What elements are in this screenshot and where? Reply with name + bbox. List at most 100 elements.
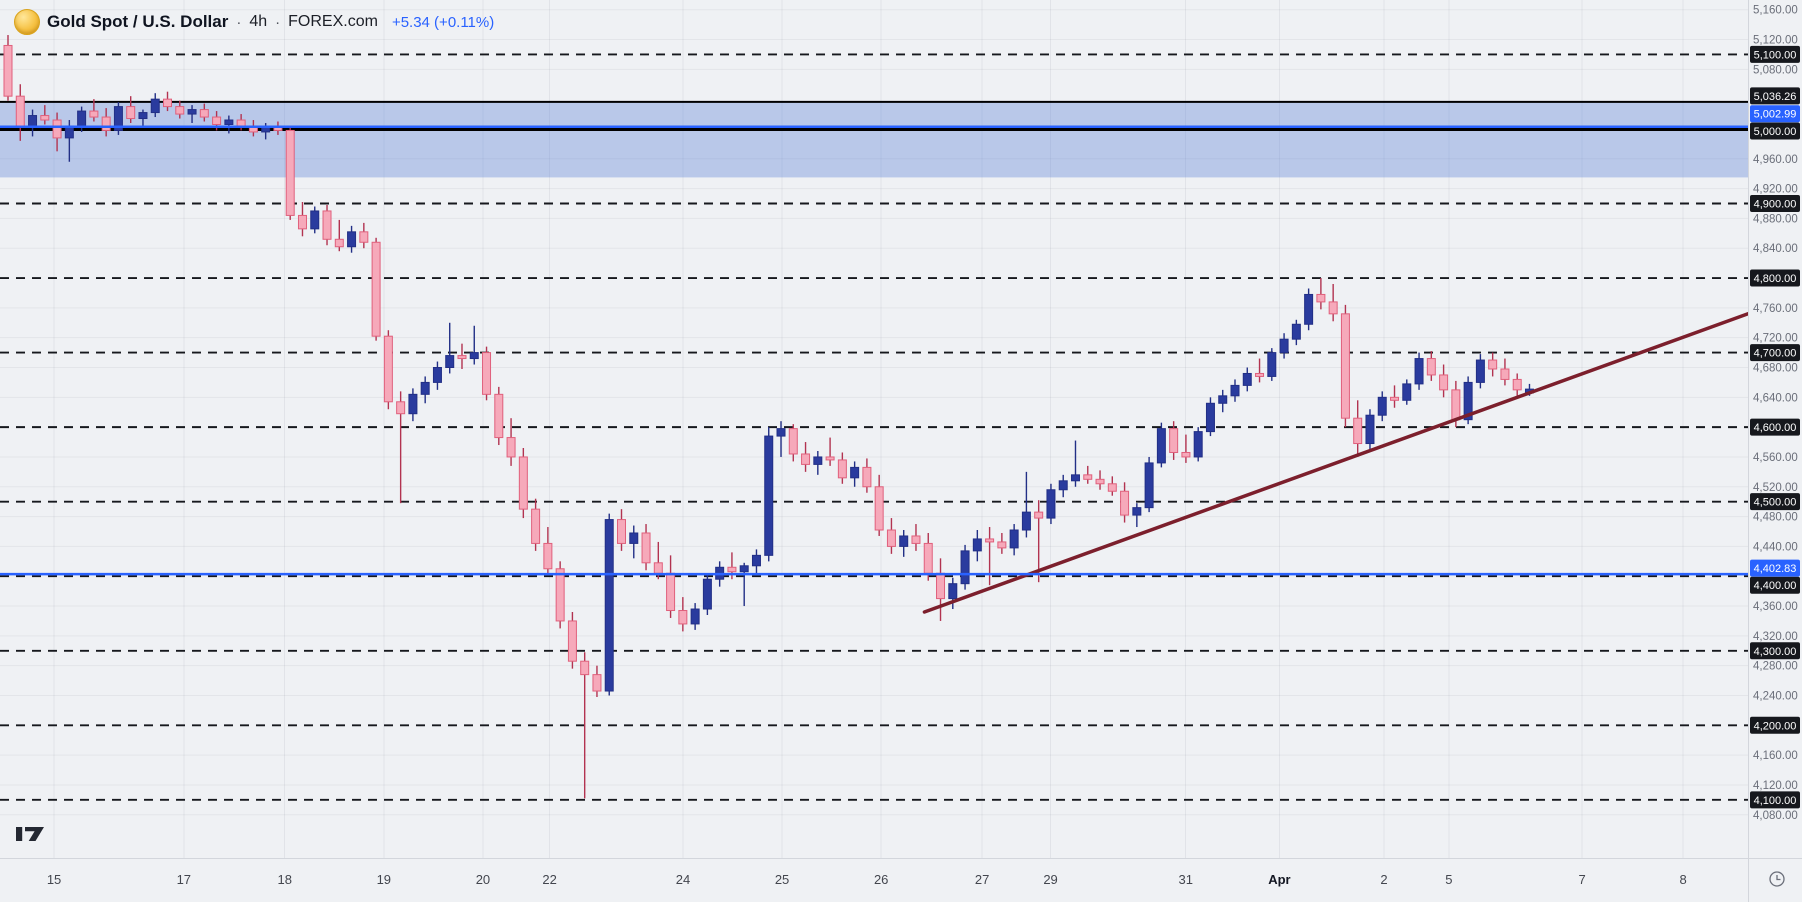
candle (1426, 358, 1436, 376)
candle (285, 129, 295, 216)
candle (383, 335, 393, 403)
candle (1500, 368, 1510, 380)
candle (936, 572, 946, 600)
candle (739, 565, 749, 573)
price-label-chip (1750, 791, 1800, 809)
candle (788, 428, 798, 455)
price-label-text: 4,402.83 (1754, 563, 1797, 575)
candle (1021, 511, 1031, 531)
time-axis-background[interactable] (0, 858, 1748, 902)
candle (911, 535, 921, 544)
timezone-clock-icon[interactable] (1769, 871, 1785, 887)
candle (212, 116, 222, 125)
price-label-chip (1750, 87, 1800, 105)
candle (396, 401, 406, 415)
candle (997, 541, 1007, 549)
price-label-chip (1750, 576, 1800, 594)
trendline[interactable] (922, 308, 1760, 614)
candle (1107, 483, 1117, 492)
candle (862, 466, 872, 488)
candle (972, 538, 982, 552)
candle (629, 532, 639, 544)
candle (163, 98, 173, 108)
candle (1390, 396, 1400, 401)
price-change: +5.34 (+0.11%) (391, 13, 495, 31)
time-tick-label: 25 (775, 872, 789, 887)
candle (1475, 359, 1485, 383)
candle (371, 241, 381, 337)
candle (1279, 338, 1289, 354)
candle (3, 44, 13, 97)
price-tick-label: 4,480.00 (1753, 512, 1798, 524)
candle (482, 352, 492, 395)
interval-label[interactable]: 4h (249, 13, 268, 30)
symbol-title[interactable]: Gold Spot / U.S. Dollar (47, 12, 229, 31)
candle (1083, 474, 1093, 480)
candle (1156, 428, 1166, 464)
price-tick-label: 4,720.00 (1753, 333, 1798, 345)
price-label-text: 4,500.00 (1754, 497, 1797, 509)
candle (678, 610, 688, 625)
candle (1046, 489, 1056, 519)
candle (138, 112, 148, 120)
price-label-chip (1750, 122, 1800, 140)
candle (297, 214, 307, 230)
candle (1218, 395, 1228, 404)
time-tick-label: 22 (542, 872, 556, 887)
candle (567, 620, 577, 662)
candle (506, 437, 516, 458)
candle (1340, 313, 1350, 419)
price-tick-label: 4,280.00 (1753, 661, 1798, 673)
candle (1328, 301, 1338, 315)
candle (187, 109, 197, 115)
candle (1132, 507, 1142, 516)
candle (1451, 389, 1461, 421)
candle (52, 119, 62, 139)
candle (126, 106, 136, 120)
time-tick-label: 26 (874, 872, 888, 887)
candle (334, 238, 344, 248)
candle (1291, 323, 1301, 340)
price-tick-label: 4,240.00 (1753, 690, 1798, 702)
price-tick-label: 4,960.00 (1753, 154, 1798, 166)
candle (960, 550, 970, 585)
candle (1230, 384, 1240, 397)
price-tick-label: 4,840.00 (1753, 243, 1798, 255)
price-label-text: 4,600.00 (1754, 422, 1797, 434)
time-tick-label: 15 (47, 872, 61, 887)
price-tick-label: 4,560.00 (1753, 452, 1798, 464)
tradingview-logo[interactable] (16, 824, 46, 849)
price-label-chip (1750, 105, 1800, 123)
candle (948, 583, 958, 600)
candle (801, 453, 811, 465)
price-label-chip (1750, 45, 1800, 63)
time-tick-label: 7 (1579, 872, 1586, 887)
price-label-text: 4,100.00 (1754, 795, 1797, 807)
candle (236, 119, 246, 127)
candle (764, 435, 774, 556)
time-tick-label: 2 (1380, 872, 1387, 887)
candle (347, 231, 357, 248)
price-tick-label: 5,080.00 (1753, 64, 1798, 76)
price-label-chip (1750, 559, 1800, 577)
candle (641, 532, 651, 564)
candle (1034, 511, 1044, 519)
exchange-label[interactable]: FOREX.com (288, 13, 378, 30)
time-tick-label: 17 (177, 872, 191, 887)
candle (531, 508, 541, 544)
candle (727, 566, 737, 573)
resistance-zone[interactable] (0, 101, 1748, 178)
candle (1095, 478, 1105, 485)
time-tick-label: 31 (1178, 872, 1192, 887)
candle (310, 210, 320, 230)
price-label-text: 4,300.00 (1754, 646, 1797, 658)
candle (420, 381, 430, 395)
price-tick-label: 4,360.00 (1753, 601, 1798, 613)
price-axis-background[interactable] (1748, 0, 1802, 902)
candle (985, 538, 995, 543)
candle (776, 428, 786, 437)
candle (1439, 374, 1449, 391)
candle (1255, 372, 1265, 377)
